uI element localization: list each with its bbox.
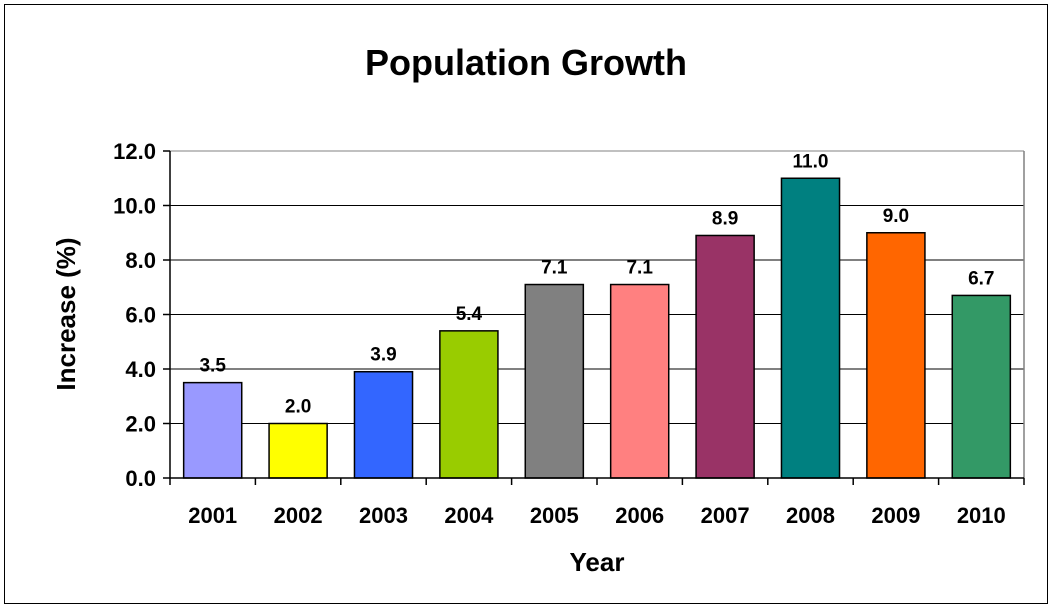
plot-area: 0.0 2.0 4.0 6.0 8.0 10.0 12.0 3.5 2001 2.0 2002 3.9… [113,139,1025,528]
bar-2002 [268,422,328,479]
data-label-2003: 3.9 [370,345,396,366]
x-tick-label-2010: 2010 [957,503,1006,528]
x-tick-label-2006: 2006 [615,503,664,528]
bar-2003 [353,370,414,479]
bar-2008 [780,177,841,479]
data-label-2001: 3.5 [199,356,226,377]
bar-2007 [695,234,755,479]
x-tick-label-2009: 2009 [871,503,920,528]
x-tick-label-2008: 2008 [786,503,835,528]
chart-title: Population Growth [365,42,687,83]
x-tick-label-2005: 2005 [530,503,579,528]
x-tick-label-2001: 2001 [188,503,237,528]
data-label-2006: 7.1 [626,258,653,279]
bar-2009 [866,232,926,479]
bar-2004 [439,330,499,479]
y-tick-label: 12.0 [113,139,156,164]
y-tick-label: 8.0 [125,248,156,273]
x-tick-label-2007: 2007 [701,503,750,528]
data-label-2004: 5.4 [456,304,483,325]
bar-2006 [609,283,670,479]
y-tick-label: 6.0 [125,303,156,328]
data-label-2009: 9.0 [883,206,909,227]
y-tick-label: 2.0 [125,412,156,437]
bar-2005 [524,283,585,479]
data-label-2005: 7.1 [541,258,568,279]
bar-2010 [951,294,1012,479]
data-label-2008: 11.0 [793,151,829,172]
y-tick-label: 10.0 [113,194,156,219]
data-label-2002: 2.0 [285,397,311,418]
x-tick-label-2004: 2004 [444,503,494,528]
x-tick-label-2002: 2002 [274,503,323,528]
y-tick-label: 4.0 [125,357,156,382]
bar-2001 [182,381,243,479]
x-axis-title: Year [570,547,625,577]
data-label-2010: 6.7 [968,268,994,289]
y-axis-title: Increase (%) [51,237,81,390]
x-tick-label-2003: 2003 [359,503,408,528]
y-tick-label: 0.0 [125,466,156,491]
data-label-2007: 8.9 [712,208,738,229]
